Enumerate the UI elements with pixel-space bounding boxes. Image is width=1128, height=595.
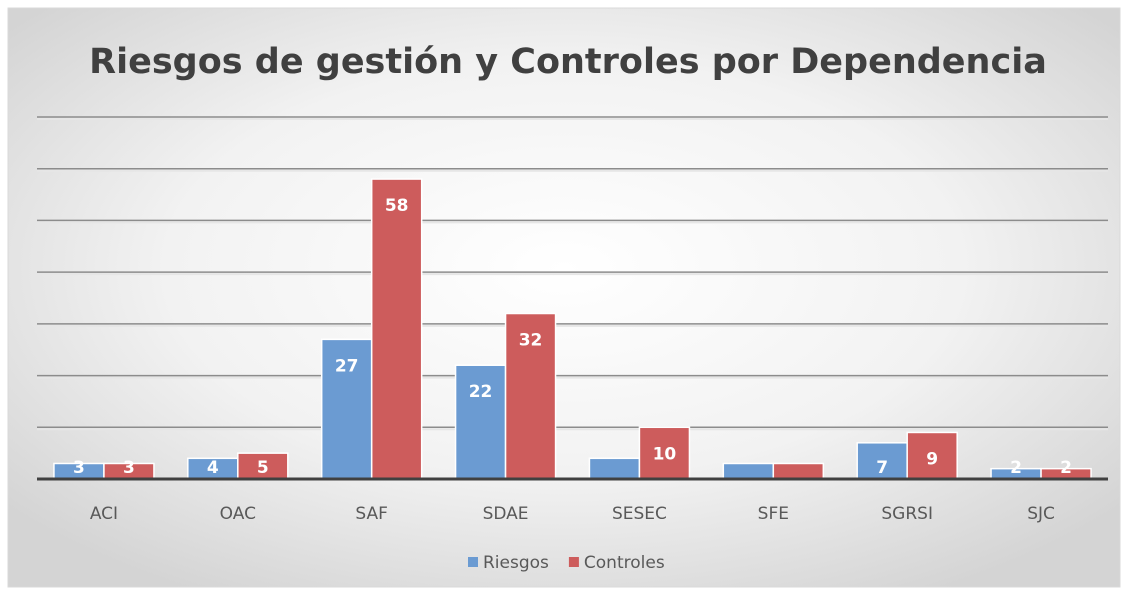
data-label: 2 [1010,458,1022,478]
legend-label: Controles [584,553,665,573]
x-tick-label: SJC [1027,504,1055,524]
x-tick-label: SAF [355,504,388,524]
data-label: 22 [469,382,493,402]
data-label: 2 [1060,458,1072,478]
data-label: 27 [335,356,359,376]
x-tick-label: SESEC [612,504,667,524]
data-label: 10 [653,444,677,464]
data-label: 3 [73,458,85,478]
legend-label: Riesgos [483,553,549,573]
bar [906,431,958,480]
chart-frame [7,7,1121,588]
data-label: 9 [926,449,938,469]
bar [370,178,423,480]
bar [504,312,557,480]
x-tick-label: ACI [90,504,118,524]
legend-swatch [568,557,579,567]
data-label: 3 [123,458,135,478]
x-tick-label: SDAE [483,504,529,524]
x-tick-label: SFE [758,504,789,524]
data-label: 58 [385,196,409,216]
data-label: 32 [519,331,543,351]
chart-title: Riesgos de gestión y Controles por Depen… [89,42,1047,82]
bar [454,364,507,480]
data-label: 4 [207,458,219,478]
data-label: 7 [876,458,888,478]
bar [772,462,825,480]
bar [588,457,641,480]
bar [320,338,373,480]
bar [856,442,908,480]
legend-swatch [468,557,478,567]
x-tick-label: SGRSI [881,504,933,524]
x-tick-label: OAC [220,504,256,524]
data-label: 5 [257,458,269,478]
bar [237,452,289,480]
bar [722,462,775,480]
